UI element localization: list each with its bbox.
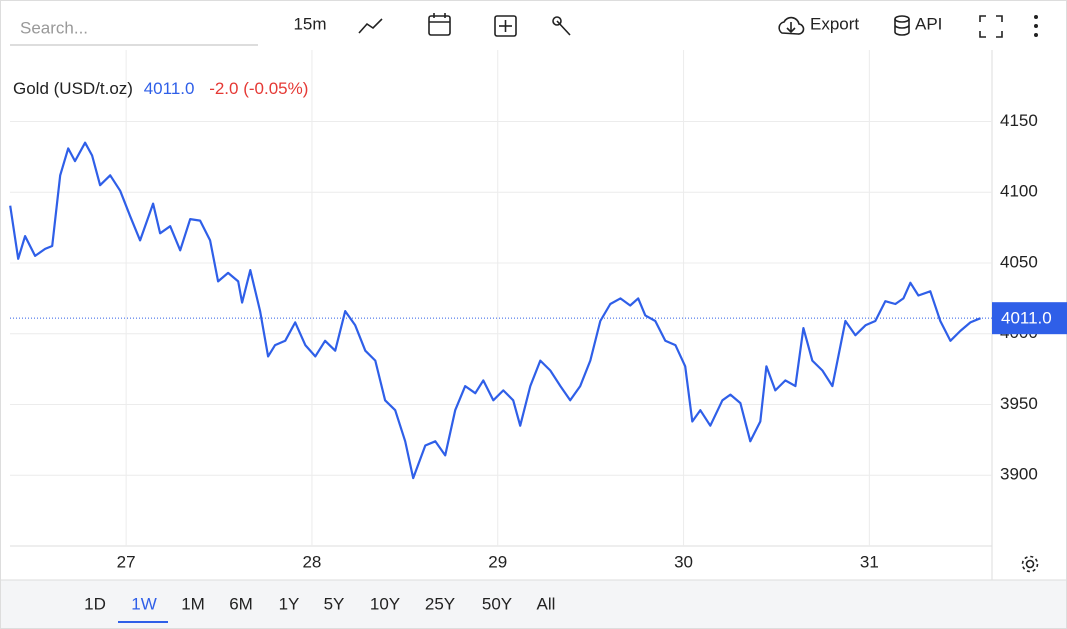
- y-tick-label: 3950: [1000, 394, 1038, 413]
- interval-button[interactable]: 15m: [293, 14, 326, 33]
- legend-change: -2.0 (-0.05%): [209, 79, 308, 98]
- last-price-label: 4011.0: [1001, 309, 1052, 328]
- range-button[interactable]: 1Y: [279, 594, 300, 613]
- fullscreen-icon[interactable]: [979, 15, 1003, 38]
- plot-area: 27282930313900395040004050410041504011.0: [9, 50, 1067, 571]
- last-price-tag: [992, 302, 1067, 335]
- settings-icon[interactable]: [1021, 555, 1039, 573]
- price-line: [9, 141, 981, 480]
- range-button[interactable]: 50Y: [482, 594, 512, 613]
- range-bar: [1, 580, 1066, 628]
- chart-type-icon[interactable]: [358, 18, 383, 34]
- range-buttons: 1D 1W 1M 6M 1Y 5Y 10Y 25Y 50Y All: [84, 594, 556, 623]
- legend-price: 4011.0: [144, 79, 195, 98]
- export-label: Export: [810, 14, 859, 33]
- range-button[interactable]: 1D: [84, 594, 106, 613]
- range-button[interactable]: 1W: [131, 594, 157, 613]
- x-tick-label: 28: [302, 552, 321, 571]
- range-button[interactable]: 1M: [181, 594, 205, 613]
- search-box[interactable]: Search...: [10, 18, 258, 46]
- y-tick-label: 3900: [1000, 465, 1038, 484]
- range-button[interactable]: 5Y: [324, 594, 345, 613]
- x-tick-label: 30: [674, 552, 693, 571]
- x-tick-label: 31: [860, 552, 879, 571]
- y-tick-label: 4100: [1000, 182, 1038, 201]
- range-button[interactable]: 25Y: [425, 594, 455, 613]
- range-button[interactable]: 6M: [229, 594, 253, 613]
- search-placeholder: Search...: [20, 18, 88, 37]
- y-tick-label: 4150: [1000, 111, 1038, 130]
- api-label: API: [915, 14, 942, 33]
- legend: Gold (USD/t.oz) 4011.0 -2.0 (-0.05%): [13, 79, 308, 98]
- range-button[interactable]: All: [537, 594, 556, 613]
- x-tick-label: 29: [488, 552, 507, 571]
- range-button[interactable]: 10Y: [370, 594, 400, 613]
- calendar-icon[interactable]: [428, 13, 451, 36]
- menu-icon[interactable]: [1034, 15, 1038, 37]
- api-button[interactable]: API: [894, 14, 942, 36]
- legend-series-name: Gold (USD/t.oz): [13, 79, 133, 98]
- x-tick-label: 27: [117, 552, 136, 571]
- export-button[interactable]: Export: [778, 14, 859, 35]
- tools-icon[interactable]: [552, 16, 571, 36]
- y-tick-label: 4050: [1000, 252, 1038, 271]
- add-indicator-icon[interactable]: [494, 15, 517, 37]
